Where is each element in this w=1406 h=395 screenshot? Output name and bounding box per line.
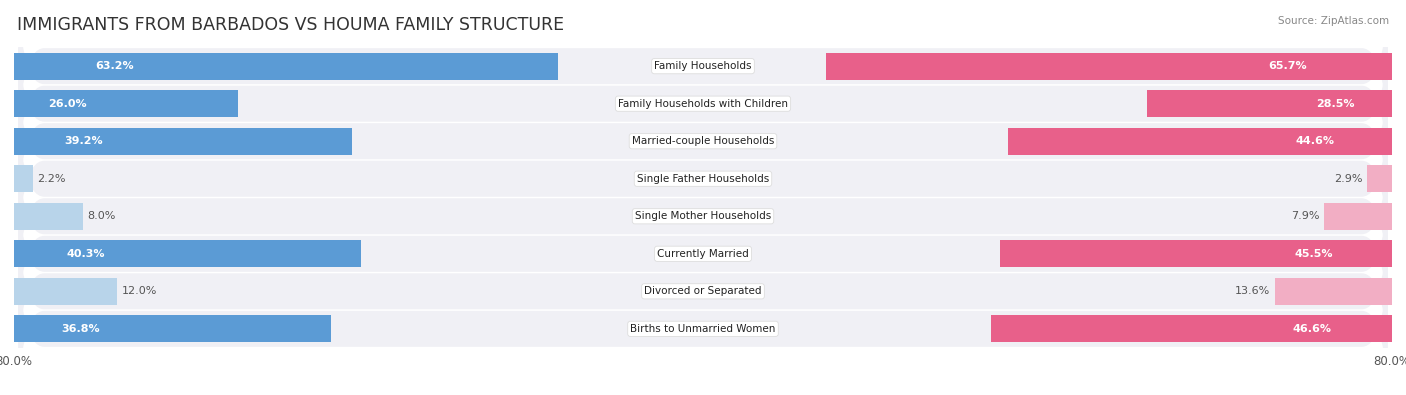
- Bar: [1008, 128, 1392, 155]
- Text: 45.5%: 45.5%: [1295, 249, 1333, 259]
- Text: Currently Married: Currently Married: [657, 249, 749, 259]
- Text: 63.2%: 63.2%: [96, 61, 135, 71]
- Text: Births to Unmarried Women: Births to Unmarried Women: [630, 324, 776, 334]
- Bar: [14, 240, 361, 267]
- Text: Divorced or Separated: Divorced or Separated: [644, 286, 762, 296]
- Text: 65.7%: 65.7%: [1268, 61, 1308, 71]
- FancyBboxPatch shape: [18, 47, 1388, 236]
- Text: 13.6%: 13.6%: [1236, 286, 1271, 296]
- Text: 46.6%: 46.6%: [1292, 324, 1331, 334]
- Text: 26.0%: 26.0%: [48, 99, 86, 109]
- FancyBboxPatch shape: [18, 0, 1388, 161]
- FancyBboxPatch shape: [18, 234, 1388, 395]
- Text: 12.0%: 12.0%: [122, 286, 157, 296]
- Bar: [14, 128, 352, 155]
- Bar: [14, 90, 238, 117]
- Text: 44.6%: 44.6%: [1295, 136, 1334, 146]
- Text: 36.8%: 36.8%: [62, 324, 100, 334]
- Bar: [1324, 203, 1392, 230]
- Text: 8.0%: 8.0%: [87, 211, 115, 221]
- FancyBboxPatch shape: [18, 159, 1388, 348]
- Text: Single Mother Households: Single Mother Households: [636, 211, 770, 221]
- Text: Single Father Households: Single Father Households: [637, 174, 769, 184]
- Text: IMMIGRANTS FROM BARBADOS VS HOUMA FAMILY STRUCTURE: IMMIGRANTS FROM BARBADOS VS HOUMA FAMILY…: [17, 16, 564, 34]
- Text: 2.2%: 2.2%: [38, 174, 66, 184]
- FancyBboxPatch shape: [18, 122, 1388, 311]
- Text: 39.2%: 39.2%: [65, 136, 103, 146]
- Text: 28.5%: 28.5%: [1316, 99, 1355, 109]
- Text: Married-couple Households: Married-couple Households: [631, 136, 775, 146]
- Bar: [1000, 240, 1392, 267]
- Bar: [827, 53, 1392, 80]
- Text: 2.9%: 2.9%: [1334, 174, 1362, 184]
- Bar: [1367, 165, 1392, 192]
- Text: 7.9%: 7.9%: [1291, 211, 1320, 221]
- FancyBboxPatch shape: [18, 197, 1388, 386]
- Bar: [14, 53, 558, 80]
- Text: Family Households with Children: Family Households with Children: [619, 99, 787, 109]
- Bar: [1146, 90, 1392, 117]
- FancyBboxPatch shape: [18, 84, 1388, 273]
- Text: Source: ZipAtlas.com: Source: ZipAtlas.com: [1278, 16, 1389, 26]
- Bar: [1275, 278, 1392, 305]
- Bar: [14, 315, 330, 342]
- FancyBboxPatch shape: [18, 9, 1388, 198]
- Bar: [991, 315, 1392, 342]
- Bar: [14, 165, 32, 192]
- Bar: [14, 278, 117, 305]
- Text: Family Households: Family Households: [654, 61, 752, 71]
- Bar: [14, 203, 83, 230]
- Text: 40.3%: 40.3%: [66, 249, 104, 259]
